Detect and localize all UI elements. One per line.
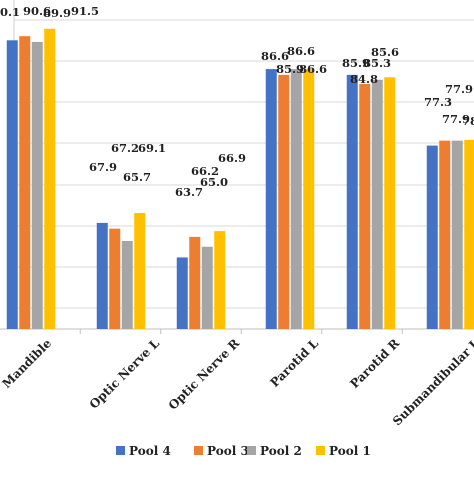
data-label: 65.0	[200, 175, 228, 189]
data-label: 85.9	[276, 62, 304, 76]
bar-pool-4-parotid-r	[346, 74, 358, 329]
bar-pool-2-submandibular-l	[451, 140, 463, 329]
data-label: 67.9	[89, 160, 117, 174]
legend-swatch	[194, 446, 203, 455]
bar-pool-3-parotid-r	[359, 83, 371, 330]
bar-pool-4-mandible	[6, 40, 18, 330]
bar-pool-2-optic-nerve-l	[121, 240, 133, 329]
data-label: 85.6	[371, 45, 399, 59]
bar-pool-2-parotid-l	[290, 69, 302, 329]
data-label: 91.5	[71, 4, 99, 18]
data-label: 66.9	[218, 151, 246, 165]
bar-pool-2-optic-nerve-r	[201, 246, 213, 329]
data-label: 86.6	[299, 62, 327, 76]
data-label: 67.2	[111, 141, 139, 155]
bar-pool-4-parotid-l	[265, 69, 277, 329]
bar-pool-3-submandibular-l	[439, 140, 451, 329]
legend-swatch	[116, 446, 125, 455]
data-labels-layer: 0.1 90.689.9 91.5 67.9 67.2 65.7 69.1 63.7 66.26…	[0, 4, 474, 199]
bar-pool-1-mandible	[44, 28, 56, 329]
category-label: Mandible	[0, 336, 54, 391]
bar-pool-4-optic-nerve-r	[176, 257, 188, 329]
data-label: 0.1	[0, 5, 20, 19]
data-label: 69.1	[138, 141, 166, 155]
legend: Pool 4 Pool 3 Pool 2 Pool 1	[116, 444, 371, 458]
data-label: 77.9	[442, 112, 470, 126]
legend-label: Pool 1	[329, 444, 371, 458]
bar-pool-3-mandible	[19, 36, 31, 329]
bar-pool-2-parotid-r	[371, 79, 383, 329]
data-label: 65.7	[123, 170, 151, 184]
data-label: 90.6	[23, 4, 51, 18]
legend-label: Pool 2	[260, 444, 302, 458]
category-label: Optic Nerve R	[166, 336, 243, 413]
bar-pool-4-submandibular-l	[426, 145, 438, 329]
category-label: Optic Nerve L	[87, 336, 163, 412]
category-label: Parotid R	[347, 336, 402, 391]
bar-pool-1-submandibular-l	[464, 139, 474, 329]
data-label: 78	[462, 114, 474, 128]
data-label: 77.3	[424, 95, 452, 109]
bar-pool-1-parotid-l	[303, 69, 315, 329]
grid-layer	[0, 0, 474, 334]
bar-pool-1-optic-nerve-r	[214, 231, 226, 329]
bars-layer	[6, 28, 474, 330]
bar-pool-1-optic-nerve-l	[134, 213, 146, 329]
bar-pool-1-parotid-r	[384, 77, 396, 329]
bar-pool-3-optic-nerve-l	[109, 228, 121, 329]
category-labels-layer: Mandible Optic Nerve L Optic Nerve R Paroti…	[0, 336, 474, 429]
legend-label: Pool 3	[207, 444, 249, 458]
data-label: 77.9	[445, 82, 473, 96]
data-label: 85.3	[363, 56, 391, 70]
data-label: 66.2	[191, 164, 219, 178]
data-label: 63.7	[175, 185, 203, 199]
bar-pool-2-mandible	[31, 41, 43, 329]
category-label: Submandibular L	[390, 336, 474, 429]
bar-pool-3-parotid-l	[278, 74, 290, 329]
legend-swatch	[316, 446, 325, 455]
category-label: Parotid L	[267, 336, 321, 390]
data-label: 85.9	[342, 56, 370, 70]
bar-pool-4-optic-nerve-l	[96, 222, 108, 329]
bar-pool-3-optic-nerve-r	[189, 236, 201, 329]
data-label: 89.9	[43, 6, 71, 20]
data-label: 86.6	[287, 44, 315, 58]
data-label: 86.6	[261, 49, 289, 63]
data-label: 84.8	[350, 72, 378, 86]
legend-label: Pool 4	[129, 444, 171, 458]
legend-swatch	[247, 446, 256, 455]
